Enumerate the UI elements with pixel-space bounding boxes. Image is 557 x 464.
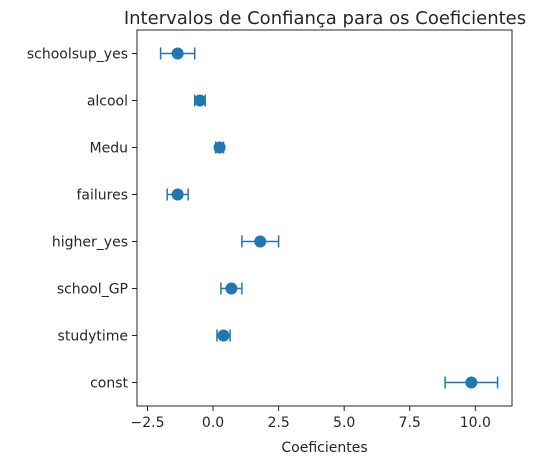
y-tick-label: studytime xyxy=(58,329,128,345)
y-tick-label: alcool xyxy=(87,94,128,110)
coefficient-point xyxy=(171,188,184,201)
errorbar-alcool xyxy=(193,94,206,107)
errorbar-const xyxy=(444,376,499,389)
coefficient-point xyxy=(254,235,267,248)
coefficient-point xyxy=(213,141,226,154)
x-tick-label: 10.0 xyxy=(460,415,491,431)
coefficient-point xyxy=(171,47,184,60)
coefficient-series xyxy=(159,47,499,389)
y-tick-label: const xyxy=(90,376,128,392)
x-tick-label: 7.5 xyxy=(399,415,421,431)
coefficient-point xyxy=(225,282,238,295)
errorbar-school-GP xyxy=(220,282,243,295)
coefficient-point xyxy=(217,329,230,342)
errorbar-failures xyxy=(166,188,189,201)
coefficient-point xyxy=(193,94,206,107)
x-tick-label: 5.0 xyxy=(333,415,355,431)
chart-title: Intervalos de Confiança para os Coeficie… xyxy=(124,8,526,29)
x-tick-label: −2.5 xyxy=(130,415,164,431)
errorbar-higher-yes xyxy=(241,235,280,248)
errorbar-Medu xyxy=(213,141,226,154)
errorbar-studytime xyxy=(216,329,231,342)
y-tick-label: Medu xyxy=(90,141,128,157)
y-tick-label: schoolsup_yes xyxy=(27,47,128,63)
x-tick-label: 2.5 xyxy=(267,415,289,431)
y-tick-label: failures xyxy=(76,188,128,204)
x-axis-label: Coeficientes xyxy=(281,440,367,456)
y-tick-label: higher_yes xyxy=(52,235,128,251)
x-tick-label: 0.0 xyxy=(202,415,224,431)
errorbar-schoolsup-yes xyxy=(159,47,196,60)
y-tick-label: school_GP xyxy=(57,282,128,298)
plot-area-frame xyxy=(136,29,513,407)
x-axis: −2.5 0.0 2.5 5.0 7.5 10.0 xyxy=(130,406,491,431)
coefficient-point xyxy=(465,376,478,389)
